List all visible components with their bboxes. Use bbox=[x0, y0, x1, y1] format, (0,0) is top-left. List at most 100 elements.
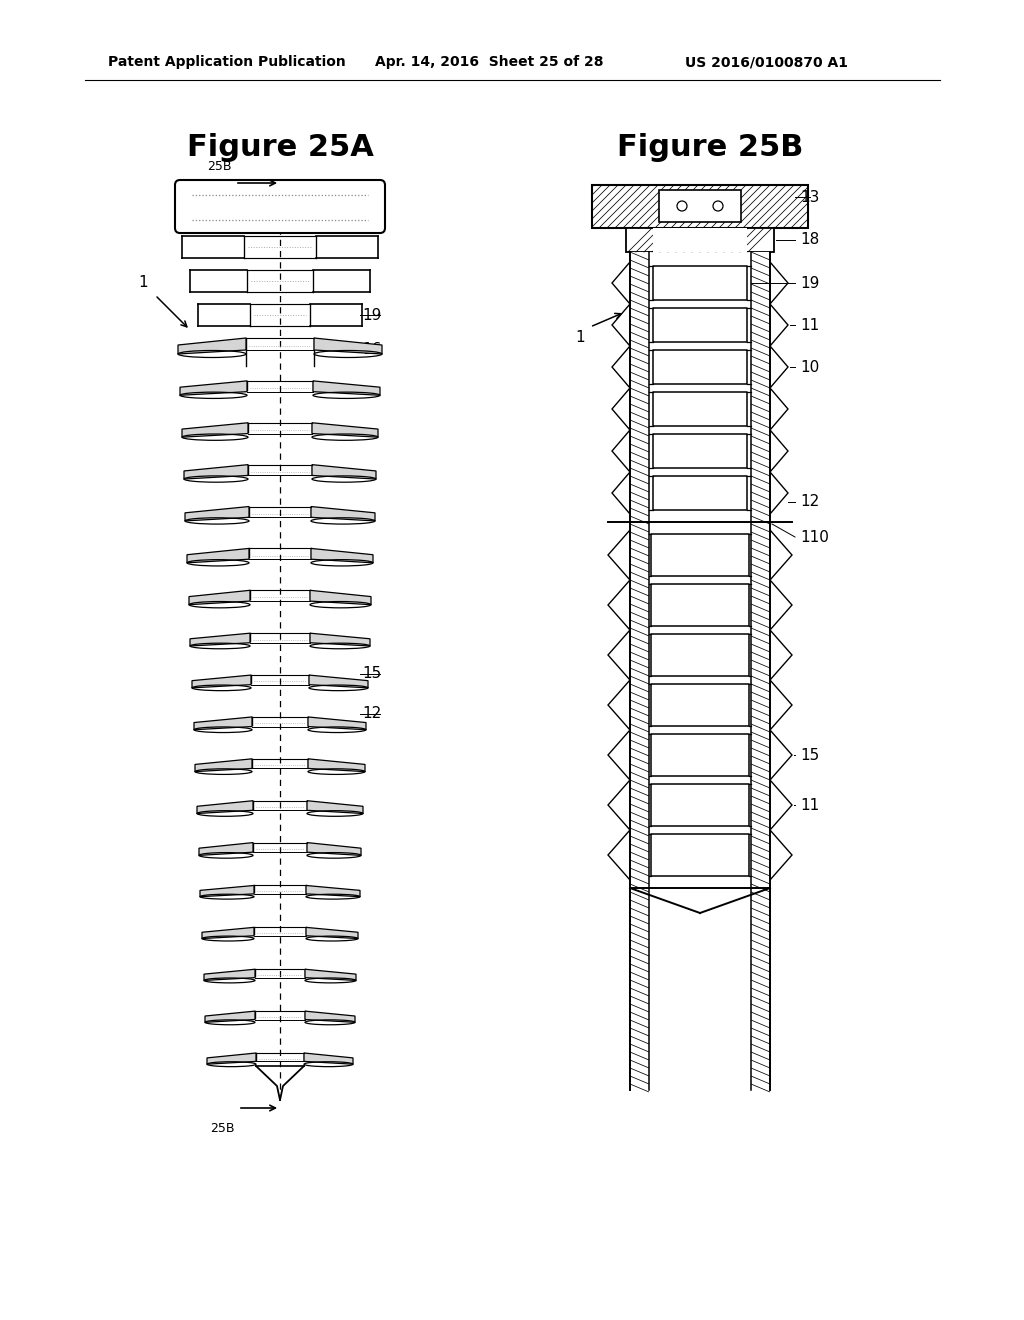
Polygon shape bbox=[608, 630, 630, 680]
Text: 13: 13 bbox=[800, 190, 819, 205]
Circle shape bbox=[713, 201, 723, 211]
Bar bbox=[653, 228, 746, 252]
Polygon shape bbox=[612, 346, 630, 388]
Polygon shape bbox=[305, 969, 356, 981]
Polygon shape bbox=[187, 548, 249, 562]
Polygon shape bbox=[770, 473, 788, 513]
Polygon shape bbox=[770, 304, 788, 346]
Text: 1: 1 bbox=[575, 330, 585, 345]
Polygon shape bbox=[608, 780, 630, 830]
Polygon shape bbox=[306, 928, 358, 939]
Polygon shape bbox=[199, 842, 253, 855]
FancyBboxPatch shape bbox=[175, 180, 385, 234]
Text: US 2016/0100870 A1: US 2016/0100870 A1 bbox=[685, 55, 848, 69]
Polygon shape bbox=[305, 1011, 355, 1022]
Bar bbox=[653, 392, 746, 426]
Polygon shape bbox=[306, 886, 360, 896]
Polygon shape bbox=[207, 1053, 256, 1064]
Polygon shape bbox=[311, 507, 375, 521]
Bar bbox=[651, 834, 749, 876]
Polygon shape bbox=[309, 675, 368, 688]
Polygon shape bbox=[770, 730, 792, 780]
Text: 15: 15 bbox=[800, 747, 819, 763]
Polygon shape bbox=[314, 338, 382, 354]
Text: 16: 16 bbox=[362, 342, 381, 356]
Polygon shape bbox=[202, 928, 254, 939]
Polygon shape bbox=[205, 1011, 255, 1022]
Polygon shape bbox=[770, 830, 792, 880]
Text: Apr. 14, 2016  Sheet 25 of 28: Apr. 14, 2016 Sheet 25 of 28 bbox=[375, 55, 603, 69]
Polygon shape bbox=[770, 261, 788, 304]
Text: 12: 12 bbox=[800, 495, 819, 510]
Bar bbox=[649, 252, 751, 1090]
Polygon shape bbox=[608, 531, 630, 579]
Bar bbox=[653, 434, 746, 469]
Bar bbox=[651, 684, 749, 726]
Polygon shape bbox=[178, 338, 246, 354]
Polygon shape bbox=[310, 590, 371, 605]
Polygon shape bbox=[193, 675, 251, 688]
Polygon shape bbox=[612, 261, 630, 304]
Polygon shape bbox=[770, 780, 792, 830]
Polygon shape bbox=[770, 680, 792, 730]
Text: Figure 25A: Figure 25A bbox=[186, 133, 374, 162]
Polygon shape bbox=[307, 801, 362, 813]
Polygon shape bbox=[311, 548, 373, 562]
Polygon shape bbox=[310, 634, 370, 645]
Bar bbox=[659, 190, 741, 222]
Polygon shape bbox=[770, 430, 788, 473]
Polygon shape bbox=[608, 579, 630, 630]
Polygon shape bbox=[185, 507, 249, 521]
Text: 11: 11 bbox=[800, 797, 819, 813]
Bar bbox=[653, 350, 746, 384]
Bar bbox=[751, 252, 770, 1090]
Polygon shape bbox=[182, 422, 248, 437]
Polygon shape bbox=[190, 634, 250, 645]
Bar bbox=[651, 784, 749, 826]
Polygon shape bbox=[184, 465, 248, 479]
Bar bbox=[651, 583, 749, 626]
Bar bbox=[592, 185, 808, 228]
Polygon shape bbox=[770, 630, 792, 680]
Text: 25B: 25B bbox=[208, 160, 232, 173]
Polygon shape bbox=[204, 969, 255, 981]
Polygon shape bbox=[612, 473, 630, 513]
Polygon shape bbox=[194, 717, 252, 730]
Text: 18: 18 bbox=[800, 232, 819, 248]
Polygon shape bbox=[608, 730, 630, 780]
Polygon shape bbox=[195, 759, 252, 772]
Text: 25B: 25B bbox=[211, 1122, 234, 1135]
Bar bbox=[630, 252, 649, 1090]
Polygon shape bbox=[304, 1053, 353, 1064]
Polygon shape bbox=[612, 430, 630, 473]
Polygon shape bbox=[307, 842, 361, 855]
Text: 110: 110 bbox=[800, 529, 828, 544]
Polygon shape bbox=[770, 346, 788, 388]
Text: 19: 19 bbox=[362, 308, 381, 322]
Bar bbox=[651, 634, 749, 676]
Bar bbox=[626, 228, 774, 252]
Polygon shape bbox=[180, 381, 247, 395]
Polygon shape bbox=[200, 886, 254, 896]
Bar bbox=[653, 477, 746, 510]
Polygon shape bbox=[313, 381, 380, 395]
Polygon shape bbox=[608, 830, 630, 880]
Polygon shape bbox=[612, 388, 630, 430]
Bar bbox=[651, 734, 749, 776]
Text: 12: 12 bbox=[362, 706, 381, 722]
Polygon shape bbox=[308, 759, 365, 772]
Text: Figure 25B: Figure 25B bbox=[616, 133, 803, 162]
Text: 15: 15 bbox=[362, 667, 381, 681]
Polygon shape bbox=[770, 531, 792, 579]
Bar bbox=[651, 535, 749, 576]
Polygon shape bbox=[770, 579, 792, 630]
Polygon shape bbox=[612, 304, 630, 346]
Polygon shape bbox=[608, 680, 630, 730]
Polygon shape bbox=[312, 465, 376, 479]
Polygon shape bbox=[189, 590, 250, 605]
Text: 1: 1 bbox=[138, 275, 148, 290]
Polygon shape bbox=[308, 717, 366, 730]
Text: 11: 11 bbox=[800, 318, 819, 333]
Text: Patent Application Publication: Patent Application Publication bbox=[108, 55, 346, 69]
Polygon shape bbox=[312, 422, 378, 437]
